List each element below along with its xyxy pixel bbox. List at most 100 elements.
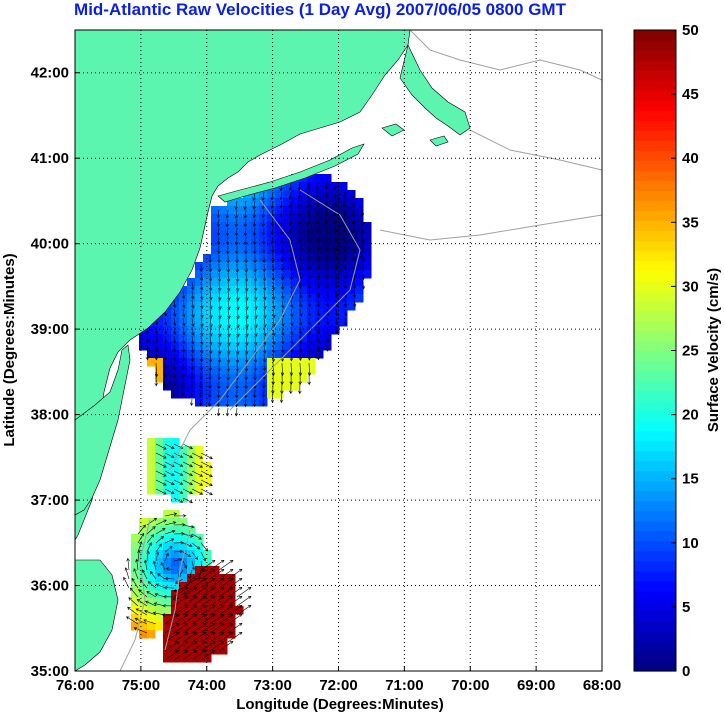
velocity-arrow xyxy=(199,371,203,380)
velocity-cell xyxy=(283,270,292,279)
velocity-arrow xyxy=(145,335,150,344)
grid-lines xyxy=(75,30,602,671)
velocity-arrow xyxy=(307,371,311,386)
velocity-arrow xyxy=(307,308,312,317)
velocity-arrow xyxy=(297,218,302,226)
velocity-arrow xyxy=(155,452,167,459)
velocity-arrow xyxy=(154,353,158,361)
velocity-arrow xyxy=(173,640,189,652)
velocity-cell xyxy=(227,230,236,239)
velocity-arrow xyxy=(137,524,146,535)
velocity-arrow xyxy=(164,530,176,535)
velocity-cell xyxy=(307,190,316,199)
velocity-arrow xyxy=(124,567,130,580)
velocity-cell xyxy=(155,566,164,575)
velocity-arrow xyxy=(227,335,231,346)
velocity-arrow xyxy=(217,371,221,381)
velocity-arrow xyxy=(316,218,320,225)
velocity-cell xyxy=(363,270,372,279)
velocity-arrow xyxy=(227,586,243,598)
velocity-cell xyxy=(155,374,164,383)
velocity-cell xyxy=(195,622,204,631)
velocity-cell xyxy=(275,326,284,335)
velocity-cell xyxy=(291,326,300,335)
velocity-arrow xyxy=(182,470,193,477)
velocity-cell xyxy=(195,542,204,551)
colorbar-cell xyxy=(634,220,676,231)
x-tick-label: 73:00 xyxy=(253,677,291,694)
velocity-arrow xyxy=(290,299,294,309)
velocity-cell xyxy=(179,286,188,295)
velocity-arrow xyxy=(334,263,338,271)
velocity-cell xyxy=(235,278,244,287)
colorbar-cell xyxy=(634,160,676,171)
velocity-cell xyxy=(195,646,204,655)
velocity-cell xyxy=(315,294,324,303)
velocity-cell xyxy=(147,446,156,455)
velocity-arrow xyxy=(216,407,221,417)
velocity-cell xyxy=(235,334,244,343)
velocity-arrow xyxy=(164,443,175,449)
velocity-arrow xyxy=(172,344,177,353)
velocity-cell xyxy=(275,334,284,343)
velocity-arrow xyxy=(173,586,189,598)
velocity-cell xyxy=(171,470,180,479)
velocity-arrow xyxy=(163,317,168,326)
velocity-arrow xyxy=(209,299,213,310)
velocity-arrow xyxy=(182,622,198,634)
velocity-arrow xyxy=(190,389,194,398)
velocity-cell xyxy=(291,254,300,263)
velocity-cell xyxy=(251,190,260,199)
velocity-cell xyxy=(163,590,172,599)
colorbar-cell xyxy=(634,400,676,412)
y-tick-label: 41:00 xyxy=(31,150,69,167)
velocity-arrow xyxy=(218,326,222,337)
velocity-cell xyxy=(307,366,316,375)
velocity-arrow xyxy=(172,353,177,362)
velocity-arrow xyxy=(190,380,194,389)
colorbar-cell xyxy=(634,140,676,151)
velocity-cell xyxy=(195,262,204,271)
velocity-arrow xyxy=(334,218,338,225)
velocity-arrow xyxy=(280,263,284,272)
velocity-cell xyxy=(219,646,228,655)
velocity-arrow xyxy=(173,488,184,494)
velocity-cell xyxy=(195,302,204,311)
colorbar-cell xyxy=(634,210,676,221)
colorbar-cell xyxy=(634,380,676,392)
velocity-cell xyxy=(259,278,268,287)
velocity-arrow xyxy=(235,362,239,373)
velocity-cell xyxy=(251,318,260,327)
velocity-cell xyxy=(211,622,220,631)
velocity-cell xyxy=(211,398,220,407)
colorbar-cell xyxy=(634,290,676,302)
velocity-arrow xyxy=(254,326,258,337)
velocity-arrow xyxy=(173,532,185,536)
velocity-cell xyxy=(347,246,356,255)
velocity-arrow xyxy=(145,600,157,607)
velocity-cell xyxy=(155,470,164,479)
velocity-arrow xyxy=(191,461,204,468)
velocity-cell xyxy=(307,294,316,303)
velocity-cell xyxy=(155,534,164,543)
velocity-arrow xyxy=(200,586,216,598)
velocity-arrow xyxy=(181,353,186,362)
velocity-arrow xyxy=(306,182,311,191)
velocity-arrow xyxy=(290,326,294,336)
velocity-arrow xyxy=(155,535,165,544)
long-island xyxy=(217,143,365,203)
velocity-cell xyxy=(211,222,220,231)
velocity-arrow xyxy=(182,577,198,589)
velocity-cell xyxy=(259,358,268,367)
velocity-arrow xyxy=(271,281,276,291)
velocity-cell xyxy=(219,286,228,295)
velocity-cell xyxy=(283,278,292,287)
velocity-arrow xyxy=(315,209,320,216)
velocity-arrow xyxy=(343,308,348,317)
velocity-arrow xyxy=(173,587,184,592)
velocity-arrow xyxy=(244,371,248,381)
velocity-arrow xyxy=(289,353,294,362)
velocity-cell xyxy=(307,334,316,343)
velocity-cell xyxy=(235,366,244,375)
velocity-arrow xyxy=(123,576,130,589)
